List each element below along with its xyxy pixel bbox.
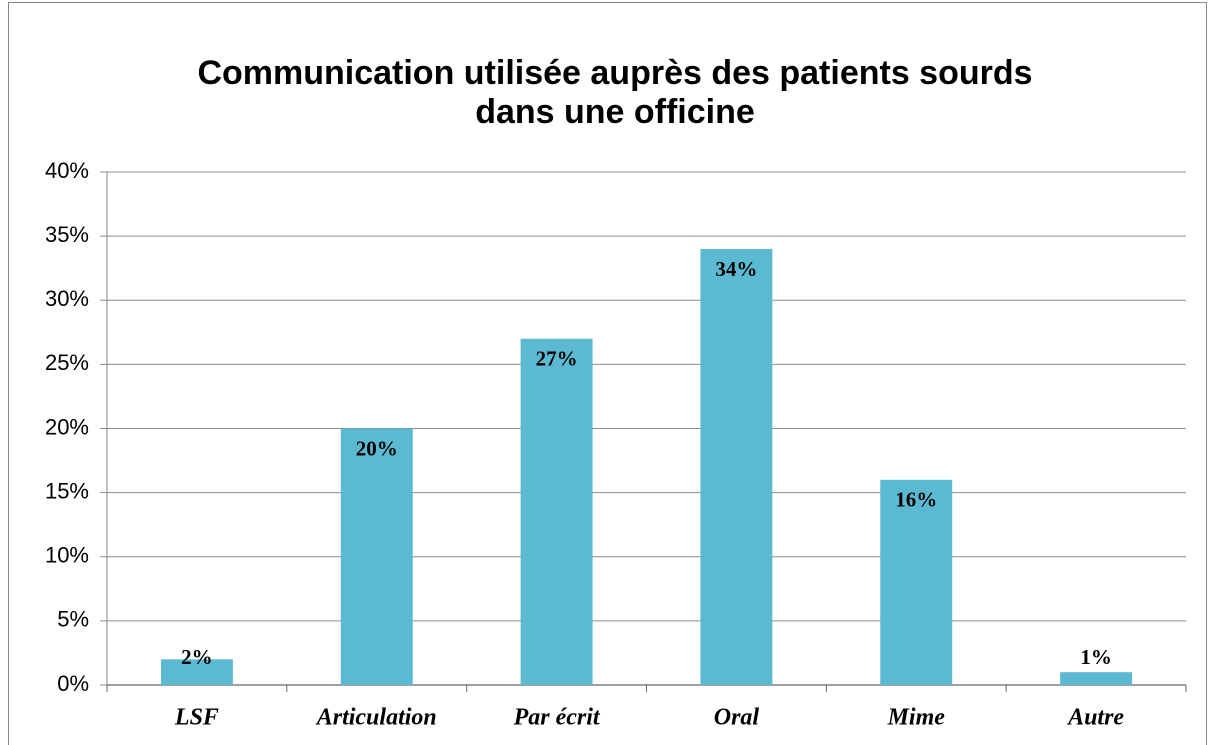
- bar: [340, 428, 413, 685]
- chart-title: Communication utilisée auprès des patien…: [197, 54, 1032, 92]
- data-label: 16%: [895, 488, 937, 512]
- bar: [520, 338, 593, 685]
- data-label: 34%: [715, 257, 757, 281]
- data-label: 27%: [536, 347, 578, 371]
- x-tick-label: Articulation: [315, 705, 437, 731]
- bar: [1060, 672, 1133, 685]
- y-tick-label: 20%: [45, 414, 89, 439]
- x-tick-label: LSF: [174, 705, 219, 731]
- y-tick-label: 40%: [45, 158, 89, 183]
- data-label: 1%: [1080, 645, 1112, 669]
- bar: [160, 659, 233, 685]
- x-tick-label: Autre: [1066, 705, 1124, 731]
- data-label: 2%: [181, 645, 213, 669]
- chart-title: dans une officine: [475, 93, 755, 131]
- y-tick-label: 0%: [57, 671, 89, 696]
- x-tick-label: Par écrit: [513, 705, 601, 731]
- y-tick-label: 10%: [45, 543, 89, 568]
- y-tick-label: 25%: [45, 350, 89, 375]
- y-tick-label: 15%: [45, 478, 89, 503]
- x-tick-label: Mime: [887, 705, 946, 731]
- data-label: 20%: [356, 436, 398, 460]
- y-tick-label: 5%: [57, 607, 89, 632]
- y-tick-label: 35%: [45, 222, 89, 247]
- y-tick-label: 30%: [45, 286, 89, 311]
- bar: [880, 479, 953, 685]
- bar: [700, 248, 773, 685]
- x-tick-label: Oral: [714, 705, 760, 731]
